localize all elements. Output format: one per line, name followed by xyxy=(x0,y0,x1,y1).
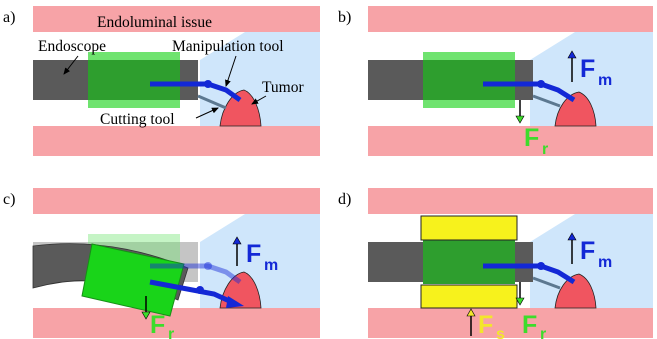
manipulation-tool-ghost-c xyxy=(150,263,242,285)
force-m-subscript-b: m xyxy=(598,72,612,89)
manipulation-joint-b xyxy=(537,80,545,88)
cutting-tool-b xyxy=(532,94,561,108)
force-s-arrowhead-d xyxy=(466,308,476,317)
tissue-bottom-a xyxy=(33,126,320,156)
endoscope-pointer xyxy=(63,55,79,75)
sheath-dark-b xyxy=(423,60,515,100)
panel-c-letter: c) xyxy=(3,191,15,208)
manipulation-tool-pointer xyxy=(225,55,237,87)
panel-b-letter: b) xyxy=(338,9,351,26)
force-m-subscript-c: m xyxy=(264,257,278,274)
cutting-tool-pointer xyxy=(195,107,219,119)
manipulation-tool-a xyxy=(150,81,242,103)
manipulation-joint-a xyxy=(204,80,212,88)
manipulation-tool-d xyxy=(483,263,576,285)
force-m-symbol-c: F xyxy=(246,240,261,268)
panel-d-letter: d) xyxy=(338,191,351,208)
cutting-tool-d xyxy=(532,276,561,290)
manipulation-joint-d xyxy=(537,262,545,270)
tumor-pointer xyxy=(251,95,267,105)
tissue-bottom-c xyxy=(33,308,320,338)
force-r-symbol-d: F xyxy=(522,311,537,339)
force-m-symbol-b: F xyxy=(580,55,595,83)
sheath-dark-d xyxy=(423,240,515,284)
tissue-top-c xyxy=(33,188,320,214)
manipulation-tool-label: Manipulation tool xyxy=(172,38,284,55)
panel-a: a) Endoluminal issue Endoscope Manipulat… xyxy=(3,6,320,156)
panel-b: b) F m F r xyxy=(338,6,653,158)
cutting-tool-a xyxy=(197,94,227,110)
force-r-symbol-b: F xyxy=(524,124,539,152)
tumor-a xyxy=(219,89,262,127)
anchor-block-bottom-d xyxy=(420,284,518,309)
force-r-arrowhead-d xyxy=(515,297,525,306)
panel-d: d) F m F r F s xyxy=(338,188,653,339)
force-m-subscript-d: m xyxy=(598,254,612,271)
manipulation-joint-c xyxy=(196,286,204,294)
force-m-symbol-d: F xyxy=(580,237,595,265)
tumor-d xyxy=(554,273,597,309)
panel-a-letter: a) xyxy=(3,9,15,26)
force-r-symbol-c: F xyxy=(150,311,165,339)
tumor-label: Tumor xyxy=(262,79,304,96)
tissue-bottom-d xyxy=(368,308,653,338)
sheath-bent-c xyxy=(81,243,185,317)
manipulation-tool-b xyxy=(483,81,576,103)
tissue-top-b xyxy=(368,6,653,32)
cutting-tool-label: Cutting tool xyxy=(100,111,175,128)
force-r-arrowhead-c xyxy=(141,311,151,320)
force-m-arrowhead-d xyxy=(567,232,577,241)
tissue-label: Endoluminal issue xyxy=(97,14,212,31)
lumen-d xyxy=(530,214,653,308)
anchor-block-top-d xyxy=(420,215,518,241)
endoscope-label: Endoscope xyxy=(38,38,106,55)
manipulation-tip-c xyxy=(226,296,244,308)
force-r-arrowhead-b xyxy=(515,115,525,124)
manipulation-joint-ghost-c xyxy=(204,262,212,270)
force-s-subscript-d: s xyxy=(496,326,505,339)
force-m-arrowhead-c xyxy=(232,236,242,245)
tissue-top-d xyxy=(368,188,653,214)
force-s-symbol-d: F xyxy=(478,311,493,339)
force-r-subscript-c: r xyxy=(168,326,174,339)
force-r-subscript-b: r xyxy=(542,141,548,158)
force-r-subscript-d: r xyxy=(540,326,546,339)
tumor-b xyxy=(554,91,597,127)
tissue-bottom-b xyxy=(368,126,653,156)
tissue-top-a xyxy=(33,6,320,32)
sheath-dark-a xyxy=(88,60,180,100)
lumen-b xyxy=(530,32,653,126)
force-m-arrowhead-b xyxy=(567,50,577,59)
panel-c: c) F m F r xyxy=(3,188,320,339)
